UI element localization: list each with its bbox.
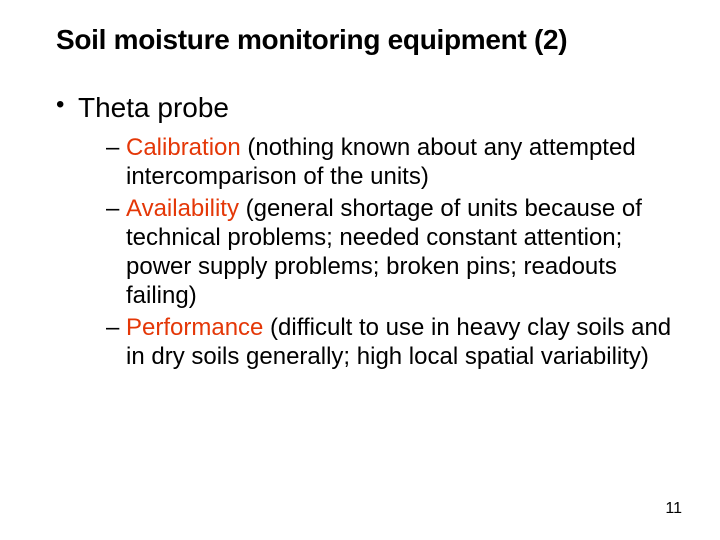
bullet-lead: Calibration	[126, 134, 241, 161]
page-number: 11	[665, 500, 682, 518]
bullet-level2-item: – Availability (general shortage of unit…	[56, 194, 680, 311]
bullet-level1: Theta probe	[56, 90, 680, 125]
slide-title: Soil moisture monitoring equipment (2)	[56, 24, 680, 56]
dash-icon: –	[106, 313, 126, 342]
dash-icon: –	[106, 194, 126, 223]
bullet-lead: Availability	[126, 195, 239, 222]
bullet-level2-item: – Calibration (nothing known about any a…	[56, 133, 680, 192]
bullet-l1-text: Theta probe	[78, 92, 229, 123]
bullet-level2-item: – Performance (difficult to use in heavy…	[56, 313, 680, 372]
bullet-lead: Performance	[126, 314, 263, 341]
slide: Soil moisture monitoring equipment (2) T…	[0, 0, 720, 540]
dash-icon: –	[106, 133, 126, 162]
